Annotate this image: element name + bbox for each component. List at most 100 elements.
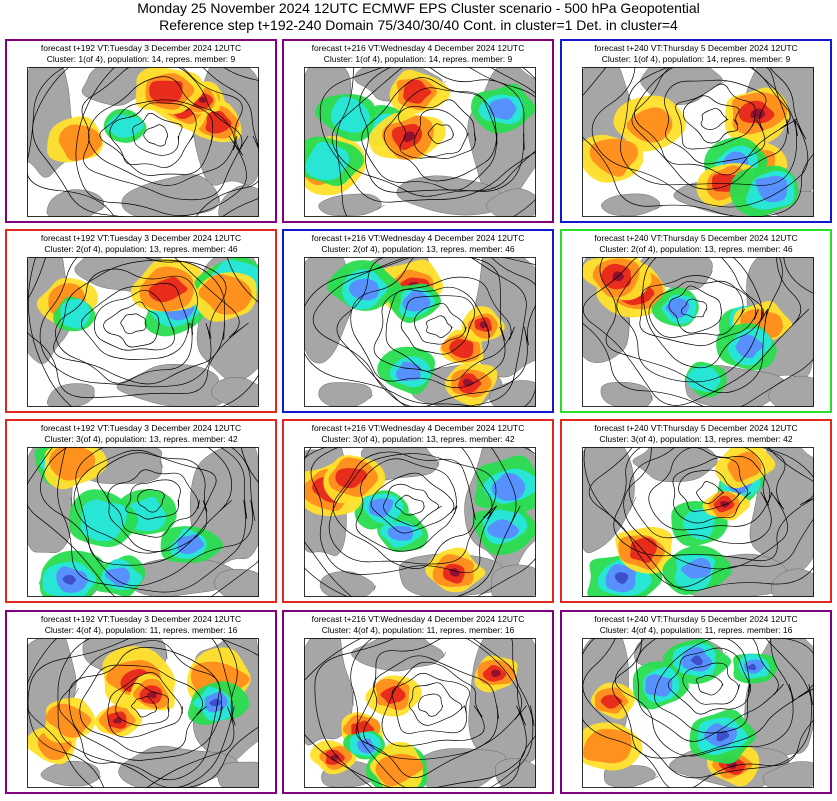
warm-anomaly [95, 703, 145, 737]
panel-cluster-line: Cluster: 4(of 4), population: 11, repres… [321, 625, 515, 635]
warm-anomaly [127, 673, 176, 711]
cold-anomaly [388, 283, 443, 323]
cluster-panel: forecast t+240 VT:Thursday 5 December 20… [560, 610, 832, 794]
geopotential-contours [27, 257, 259, 407]
geopotential-contours [27, 67, 259, 217]
geopotential-contours [582, 67, 814, 217]
panel-caption: forecast t+192 VT:Tuesday 3 December 202… [7, 423, 275, 445]
cold-anomaly [632, 661, 692, 710]
panel-cluster-line: Cluster: 1(of 4), population: 14, repres… [323, 54, 513, 64]
warm-anomaly [582, 722, 645, 771]
panel-forecast-line: forecast t+216 VT:Wednesday 4 December 2… [311, 423, 525, 433]
panel-caption: forecast t+192 VT:Tuesday 3 December 202… [7, 614, 275, 636]
panel-cluster-line: Cluster: 2(of 4), population: 13, repres… [599, 244, 793, 254]
geopotential-map [304, 638, 536, 788]
cluster-panel: forecast t+240 VT:Thursday 5 December 20… [560, 419, 832, 603]
panel-forecast-line: forecast t+192 VT:Tuesday 3 December 202… [40, 233, 242, 243]
panel-caption: forecast t+240 VT:Thursday 5 December 20… [562, 423, 830, 445]
geopotential-map [304, 257, 536, 407]
panel-caption: forecast t+240 VT:Thursday 5 December 20… [562, 43, 830, 65]
cold-anomaly [662, 545, 735, 595]
panel-forecast-line: forecast t+192 VT:Tuesday 3 December 202… [40, 614, 242, 624]
panel-forecast-line: forecast t+240 VT:Thursday 5 December 20… [594, 43, 798, 53]
warm-anomaly [582, 134, 645, 183]
panel-cluster-line: Cluster: 3(of 4), population: 13, repres… [44, 434, 238, 444]
header-title: Monday 25 November 2024 12UTC ECMWF EPS … [137, 0, 700, 16]
cluster-panel: forecast t+216 VT:Wednesday 4 December 2… [282, 39, 554, 223]
cold-anomaly [315, 93, 376, 142]
geopotential-contours [582, 257, 814, 407]
panel-forecast-line: forecast t+216 VT:Wednesday 4 December 2… [311, 43, 525, 53]
geopotential-map [582, 447, 814, 597]
cold-anomaly [651, 287, 700, 327]
cluster-panel: forecast t+192 VT:Tuesday 3 December 202… [5, 39, 277, 223]
panel-cluster-line: Cluster: 4(of 4), population: 11, repres… [599, 625, 793, 635]
geopotential-map [582, 257, 814, 407]
panel-cluster-line: Cluster: 2(of 4), population: 13, repres… [44, 244, 238, 254]
panel-caption: forecast t+216 VT:Wednesday 4 December 2… [284, 43, 552, 65]
cold-anomaly [472, 502, 536, 556]
geopotential-contours [304, 638, 536, 788]
warm-anomaly [461, 306, 506, 343]
warm-anomaly [44, 447, 110, 490]
geopotential-contours [319, 67, 536, 217]
geopotential-map [27, 67, 259, 217]
cluster-panel: forecast t+240 VT:Thursday 5 December 20… [560, 229, 832, 413]
panel-forecast-line: forecast t+192 VT:Tuesday 3 December 202… [40, 423, 242, 433]
cluster-panel: forecast t+192 VT:Tuesday 3 December 202… [5, 610, 277, 794]
warm-anomaly [474, 655, 518, 693]
geopotential-contours [583, 447, 814, 592]
cold-anomaly [304, 136, 368, 187]
warm-anomaly [615, 526, 673, 574]
panel-caption: forecast t+216 VT:Wednesday 4 December 2… [284, 423, 552, 445]
warm-anomaly [613, 95, 689, 152]
geopotential-map [304, 447, 536, 597]
cold-anomaly [40, 550, 104, 597]
panel-caption: forecast t+216 VT:Wednesday 4 December 2… [284, 614, 552, 636]
panel-caption: forecast t+240 VT:Thursday 5 December 20… [562, 233, 830, 255]
cold-anomaly [103, 108, 148, 143]
cluster-panel: forecast t+192 VT:Tuesday 3 December 202… [5, 229, 277, 413]
cold-anomaly [730, 165, 799, 217]
cluster-panel: forecast t+216 VT:Wednesday 4 December 2… [282, 229, 554, 413]
panel-caption: forecast t+240 VT:Thursday 5 December 20… [562, 614, 830, 636]
geopotential-map [582, 67, 814, 217]
panel-caption: forecast t+192 VT:Tuesday 3 December 202… [7, 233, 275, 255]
page-header: Monday 25 November 2024 12UTC ECMWF EPS … [0, 0, 837, 38]
panel-cluster-line: Cluster: 2(of 4), population: 13, repres… [321, 244, 515, 254]
cluster-panel: forecast t+216 VT:Wednesday 4 December 2… [282, 610, 554, 794]
geopotential-map [304, 67, 536, 217]
geopotential-contours [27, 447, 259, 597]
cold-anomaly [53, 296, 97, 332]
panel-forecast-line: forecast t+192 VT:Tuesday 3 December 202… [40, 43, 242, 53]
header-subtitle: Reference step t+192-240 Domain 75/340/3… [159, 17, 678, 33]
geopotential-map [582, 638, 814, 788]
panel-cluster-line: Cluster: 1(of 4), population: 14, repres… [601, 54, 791, 64]
geopotential-contours [582, 638, 814, 788]
cluster-panel: forecast t+216 VT:Wednesday 4 December 2… [282, 419, 554, 603]
warm-anomaly [425, 547, 490, 593]
cold-anomaly [685, 361, 728, 398]
warm-anomaly [323, 455, 388, 504]
geopotential-map [27, 447, 259, 597]
cold-anomaly [733, 653, 779, 684]
panel-cluster-line: Cluster: 3(of 4), population: 13, repres… [321, 434, 515, 444]
panel-forecast-line: forecast t+216 VT:Wednesday 4 December 2… [311, 614, 525, 624]
geopotential-map [27, 257, 259, 407]
cold-anomaly [343, 730, 387, 760]
panel-caption: forecast t+192 VT:Tuesday 3 December 202… [7, 43, 275, 65]
cluster-panel: forecast t+240 VT:Thursday 5 December 20… [560, 39, 832, 223]
cluster-panel: forecast t+192 VT:Tuesday 3 December 202… [5, 419, 277, 603]
panel-forecast-line: forecast t+240 VT:Thursday 5 December 20… [594, 423, 798, 433]
geopotential-map [27, 638, 259, 788]
cold-anomaly [93, 555, 147, 597]
panel-forecast-line: forecast t+216 VT:Wednesday 4 December 2… [311, 233, 525, 243]
panel-cluster-line: Cluster: 3(of 4), population: 13, repres… [599, 434, 793, 444]
cold-anomaly [474, 455, 536, 513]
cold-anomaly [470, 83, 536, 134]
warm-anomaly [389, 69, 454, 116]
panel-cluster-line: Cluster: 4(of 4), population: 11, repres… [44, 625, 238, 635]
warm-anomaly [368, 112, 448, 160]
panel-caption: forecast t+216 VT:Wednesday 4 December 2… [284, 233, 552, 255]
